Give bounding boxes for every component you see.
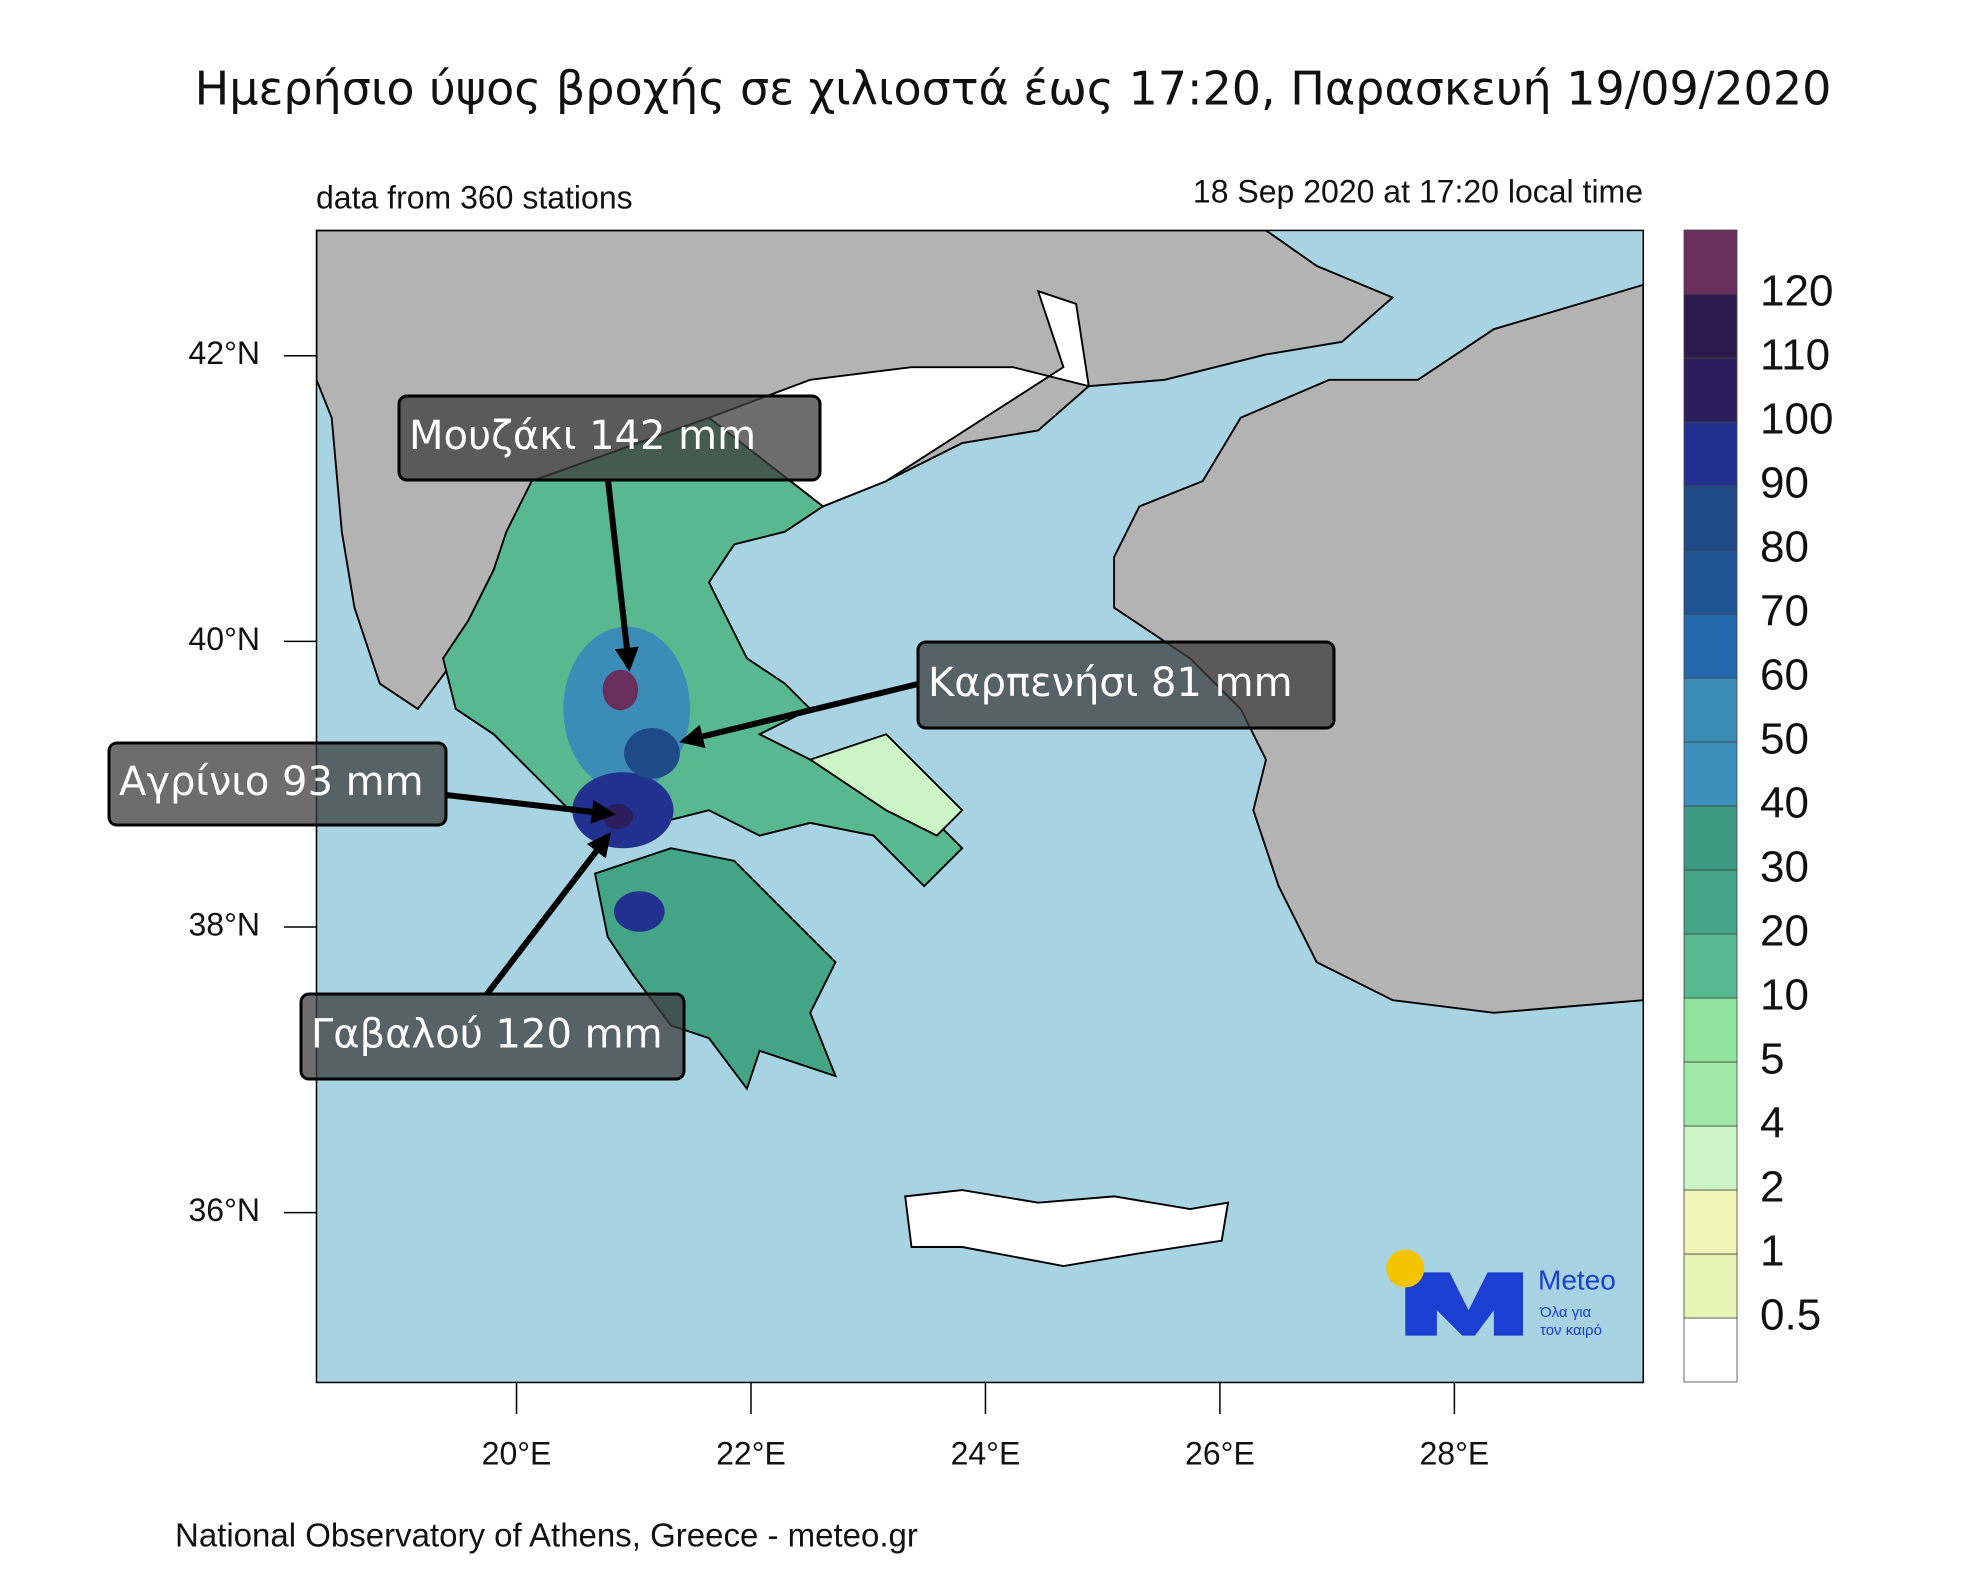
colorbar-bin: [1683, 293, 1738, 359]
colorbar-label: 60: [1760, 651, 1809, 700]
lon-tick-label: 28°E: [1420, 1435, 1490, 1471]
colorbar-bin: [1683, 869, 1738, 935]
rain-area: [624, 727, 680, 779]
lon-tick-label: 26°E: [1185, 1435, 1255, 1471]
colorbar-bin: [1683, 805, 1738, 871]
lon-tick-label: 22°E: [716, 1435, 786, 1471]
colorbar-bin: [1683, 677, 1738, 743]
annotation-text: Γαβαλού 120 mm: [311, 1012, 663, 1058]
colorbar-label: 110: [1760, 331, 1830, 380]
colorbar-bin: [1683, 485, 1738, 551]
logo-tagline: Όλα για: [1539, 1304, 1592, 1321]
logo-name: Meteo: [1538, 1264, 1616, 1295]
colorbar-label: 100: [1760, 395, 1833, 444]
colorbar-bin: [1683, 1253, 1738, 1319]
colorbar-label: 5: [1760, 1035, 1784, 1084]
annotation-text: Μουζάκι 142 mm: [409, 413, 756, 459]
colorbar-bin: [1683, 1317, 1738, 1383]
colorbar-bin: [1683, 997, 1738, 1063]
map: [315, 229, 1645, 1384]
stations-label: data from 360 stations: [316, 179, 633, 215]
colorbar-label: 10: [1760, 971, 1809, 1020]
crete: [904, 1189, 1230, 1267]
annotation-box: [107, 741, 448, 827]
colorbar-bin: [1683, 357, 1738, 423]
footer: National Observatory of Athens, Greece -…: [175, 1517, 918, 1554]
lon-tick-label: 20°E: [482, 1435, 552, 1471]
colorbar-label: 70: [1760, 587, 1809, 636]
annotation-arrow: [679, 681, 919, 749]
logo-m: [1405, 1272, 1523, 1336]
colorbar-bin: [1683, 1189, 1738, 1255]
colorbar-bin: [1683, 741, 1738, 807]
colorbar-label: 80: [1760, 523, 1809, 572]
annotation-text: Καρπενήσι 81 mm: [928, 660, 1293, 706]
annotation-arrow: [445, 792, 616, 824]
colorbar-label: 50: [1760, 715, 1809, 764]
annotation-arrow: [605, 479, 639, 672]
colorbar-label: 30: [1760, 843, 1809, 892]
lat-tick-label: 42°N: [189, 335, 261, 371]
annotation-box: [916, 640, 1336, 730]
colorbar-label: 120: [1760, 267, 1833, 316]
title: Ημερήσιο ύψος βροχής σε χιλιοστά έως 17:…: [195, 62, 1832, 116]
colorbar-label: 1: [1760, 1227, 1784, 1276]
annotation-box: [299, 992, 686, 1081]
colorbar-bin: [1683, 421, 1738, 487]
time-label: 18 Sep 2020 at 17:20 local time: [1193, 173, 1643, 209]
annotation-text: Αγρίνιο 93 mm: [119, 759, 424, 805]
evia: [808, 733, 964, 837]
colorbar-bin: [1683, 549, 1738, 615]
colorbar-label: 40: [1760, 779, 1809, 828]
colorbar-bin: [1683, 229, 1738, 295]
lat-tick-label: 38°N: [189, 906, 261, 942]
annotation-arrow: [484, 832, 611, 996]
colorbar-bin: [1683, 933, 1738, 999]
greece-mainland: [442, 416, 964, 888]
logo-tagline: τον καιρό: [1540, 1322, 1602, 1339]
colorbar-bin: [1683, 613, 1738, 679]
colorbar-bin: [1683, 1061, 1738, 1127]
rain-area: [614, 891, 665, 932]
colorbar-bin: [1683, 1125, 1738, 1191]
colorbar-label: 20: [1760, 907, 1809, 956]
annotation-box: [397, 394, 822, 482]
rain-area: [602, 669, 639, 711]
colorbar-label: 90: [1760, 459, 1809, 508]
logo-sun: [1386, 1249, 1425, 1288]
lat-tick-label: 36°N: [189, 1192, 261, 1228]
lon-tick-label: 24°E: [951, 1435, 1021, 1471]
colorbar-label: 0.5: [1760, 1291, 1821, 1340]
colorbar-label: 2: [1760, 1163, 1784, 1212]
colorbar-label: 4: [1760, 1099, 1784, 1148]
lat-tick-label: 40°N: [189, 621, 261, 657]
